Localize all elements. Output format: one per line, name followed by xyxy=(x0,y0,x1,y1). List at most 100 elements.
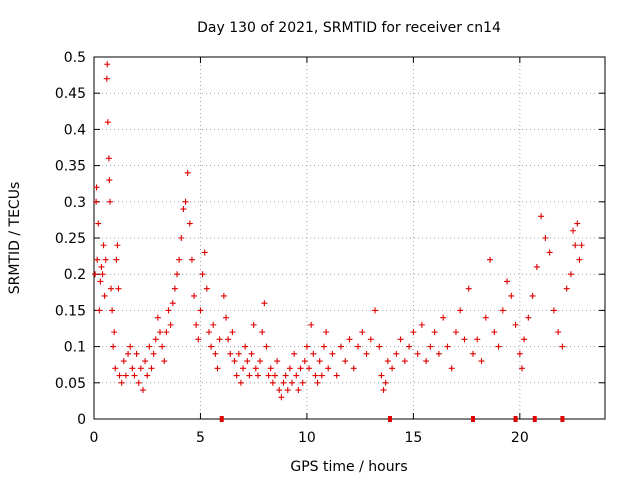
data-point xyxy=(382,379,389,386)
data-gap-marker xyxy=(532,416,537,422)
data-point xyxy=(533,263,540,270)
data-point xyxy=(176,256,183,263)
data-point xyxy=(137,365,144,372)
y-axis-label: SRMTID / TECUs xyxy=(7,182,23,295)
data-point xyxy=(469,350,476,357)
data-point xyxy=(280,379,287,386)
data-point xyxy=(518,365,525,372)
data-point xyxy=(397,336,404,343)
data-point xyxy=(244,358,251,365)
data-gap-marker xyxy=(219,416,224,422)
data-point xyxy=(188,256,195,263)
data-point xyxy=(378,372,385,379)
data-point xyxy=(318,372,325,379)
data-point xyxy=(167,321,174,328)
ticks: 0 0.05 0.1 0.15 0.2 0.25 0.3 0.35 0.4 0.45 0.5 0 5 10… xyxy=(55,50,605,446)
data-point xyxy=(295,387,302,394)
data-point xyxy=(261,300,268,307)
data-point xyxy=(169,300,176,307)
data-point xyxy=(303,343,310,350)
data-point xyxy=(363,350,370,357)
data-point xyxy=(359,329,366,336)
data-point xyxy=(129,365,136,372)
data-point xyxy=(267,365,274,372)
data-point xyxy=(570,227,577,234)
data-point xyxy=(115,285,122,292)
data-point xyxy=(516,350,523,357)
data-point xyxy=(114,242,121,249)
data-point xyxy=(559,343,566,350)
data-point xyxy=(389,365,396,372)
data-point xyxy=(414,350,421,357)
data-point xyxy=(205,329,212,336)
data-point xyxy=(316,358,323,365)
data-point xyxy=(538,213,545,220)
data-point xyxy=(380,387,387,394)
data-point xyxy=(299,379,306,386)
data-point xyxy=(282,372,289,379)
data-point xyxy=(284,387,291,394)
x-tick-label: 0 xyxy=(90,430,99,446)
data-point xyxy=(174,271,181,278)
data-point xyxy=(504,278,511,285)
data-point xyxy=(372,307,379,314)
data-point xyxy=(384,358,391,365)
data-point xyxy=(93,184,100,191)
data-point xyxy=(229,329,236,336)
data-point xyxy=(529,292,536,299)
data-point xyxy=(418,321,425,328)
data-point xyxy=(259,329,266,336)
data-point xyxy=(297,365,304,372)
data-point xyxy=(252,365,259,372)
data-point xyxy=(346,336,353,343)
y-tick-label: 0.35 xyxy=(55,159,86,175)
data-point xyxy=(220,292,227,299)
data-point xyxy=(100,242,107,249)
data-point xyxy=(240,365,247,372)
data-point xyxy=(574,220,581,227)
data-point xyxy=(154,314,161,321)
data-point xyxy=(495,343,502,350)
data-point xyxy=(109,307,116,314)
data-point xyxy=(320,343,327,350)
data-point xyxy=(102,256,109,263)
data-point xyxy=(118,379,125,386)
y-tick-label: 0.45 xyxy=(55,86,86,102)
data-point xyxy=(227,350,234,357)
y-tick-label: 0.1 xyxy=(64,340,86,356)
data-point xyxy=(546,249,553,256)
data-point xyxy=(150,350,157,357)
data-point xyxy=(525,314,532,321)
data-point xyxy=(521,336,528,343)
data-point xyxy=(225,336,232,343)
data-point xyxy=(152,336,159,343)
data-point xyxy=(271,372,278,379)
data-point xyxy=(165,307,172,314)
y-tick-label: 0.4 xyxy=(64,122,86,138)
data-point xyxy=(197,307,204,314)
data-point xyxy=(108,285,115,292)
data-point xyxy=(478,358,485,365)
data-point xyxy=(139,387,146,394)
data-point xyxy=(406,343,413,350)
data-point xyxy=(103,75,110,82)
x-tick-label: 5 xyxy=(196,430,205,446)
data-point xyxy=(440,314,447,321)
data-point xyxy=(148,365,155,372)
data-point xyxy=(142,358,149,365)
y-tick-label: 0 xyxy=(77,412,86,428)
data-point xyxy=(96,307,103,314)
plot-frame xyxy=(93,56,606,420)
data-point xyxy=(465,285,472,292)
data-point xyxy=(461,336,468,343)
y-tick-label: 0.05 xyxy=(55,376,86,392)
data-point xyxy=(572,242,579,249)
data-point xyxy=(93,198,100,205)
data-point xyxy=(231,358,238,365)
data-point xyxy=(233,372,240,379)
data-point xyxy=(248,350,255,357)
data-point xyxy=(203,285,210,292)
data-point xyxy=(310,350,317,357)
data-point xyxy=(199,271,206,278)
